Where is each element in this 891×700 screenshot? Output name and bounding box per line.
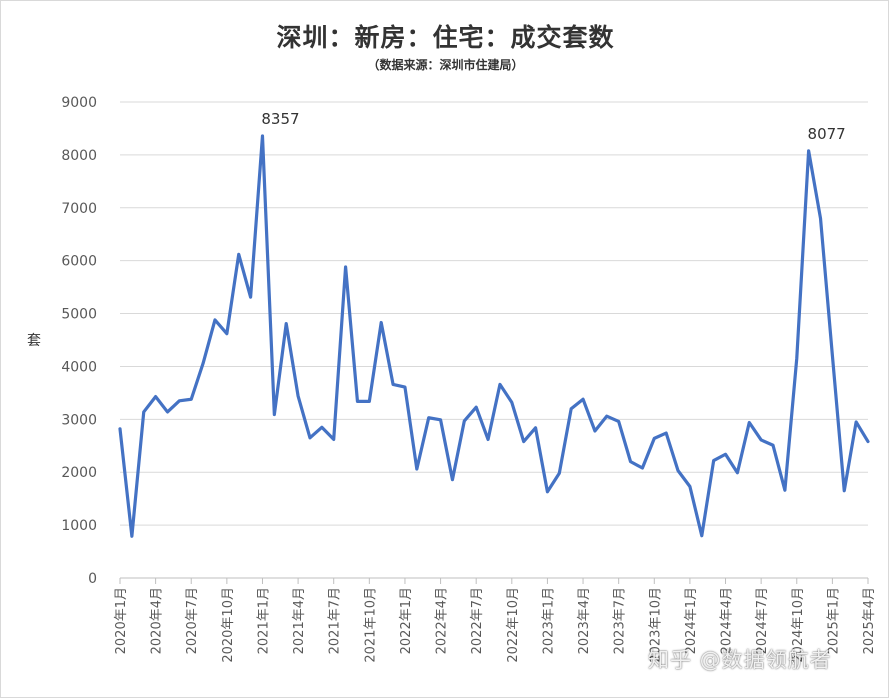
data-annotations: 8357 8077 bbox=[261, 110, 845, 143]
y-tick-label: 8000 bbox=[61, 148, 97, 164]
y-tick-label: 9000 bbox=[61, 95, 97, 111]
x-tick-label: 2022年4月 bbox=[435, 587, 450, 654]
axes bbox=[119, 577, 869, 584]
chart-title: 深圳：新房：住宅：成交套数 bbox=[276, 23, 615, 52]
y-tick-label: 3000 bbox=[61, 412, 97, 428]
x-tick-label: 2024年7月 bbox=[755, 587, 770, 654]
y-tick-labels: 0 1000 2000 3000 4000 5000 6000 7000 8000 9000 bbox=[61, 95, 97, 587]
x-tick-label: 2020年4月 bbox=[150, 587, 165, 654]
x-tick-label: 2021年7月 bbox=[328, 587, 343, 654]
x-tick-label: 2021年1月 bbox=[256, 587, 271, 654]
x-tick-label: 2020年1月 bbox=[114, 587, 129, 654]
y-tick-label: 0 bbox=[88, 571, 97, 587]
y-tick-label: 4000 bbox=[61, 359, 97, 375]
x-tick-label: 2024年10月 bbox=[791, 587, 806, 663]
series-lines bbox=[118, 134, 870, 538]
y-tick-label: 7000 bbox=[61, 201, 97, 217]
x-tick-label: 2024年4月 bbox=[720, 587, 735, 654]
x-tick-label: 2020年10月 bbox=[221, 587, 236, 663]
x-tick-label: 2020年7月 bbox=[185, 587, 200, 654]
chart-subtitle: （数据来源：深圳市住建局） bbox=[367, 58, 524, 72]
x-tick-label: 2023年1月 bbox=[541, 587, 556, 654]
y-tick-label: 2000 bbox=[61, 465, 97, 481]
x-tick-label: 2025年4月 bbox=[862, 587, 877, 654]
data-label: 8077 bbox=[808, 125, 846, 143]
x-tick-label: 2025年1月 bbox=[826, 587, 841, 654]
x-tick-label: 2022年10月 bbox=[506, 587, 521, 663]
x-tick-label: 2024年1月 bbox=[684, 587, 699, 654]
x-tick-label: 2023年7月 bbox=[613, 587, 628, 654]
x-tick-label: 2021年4月 bbox=[292, 587, 307, 654]
data-label: 8357 bbox=[261, 110, 299, 128]
x-tick-label: 2022年7月 bbox=[470, 587, 485, 654]
x-tick-label: 2023年4月 bbox=[577, 587, 592, 654]
grid-lines bbox=[120, 101, 868, 526]
y-tick-label: 6000 bbox=[61, 254, 97, 270]
watermark-text: 知乎 @数据领航者 bbox=[648, 648, 832, 672]
series-line bbox=[118, 134, 870, 538]
y-tick-label: 5000 bbox=[61, 307, 97, 323]
y-axis-label: 套 bbox=[27, 333, 41, 349]
x-tick-label: 2023年10月 bbox=[648, 587, 663, 663]
x-tick-label: 2022年1月 bbox=[399, 587, 414, 654]
y-tick-label: 1000 bbox=[61, 518, 97, 534]
x-tick-label: 2021年10月 bbox=[363, 587, 378, 663]
x-tick-labels: 2020年1月 2020年4月 2020年7月 2020年10月 2021年1月 2021… bbox=[114, 587, 877, 663]
